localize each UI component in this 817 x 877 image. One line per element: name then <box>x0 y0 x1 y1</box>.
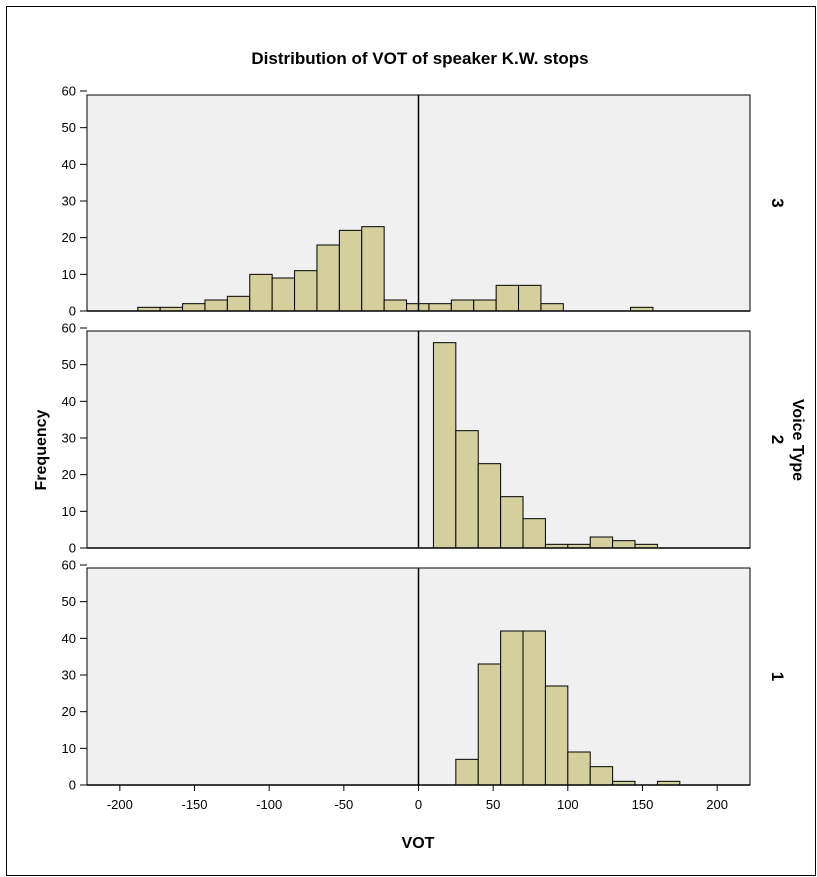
y-axis-title: Frequency <box>33 409 50 490</box>
x-tick-label: -50 <box>334 797 353 812</box>
x-tick-label: 0 <box>415 797 422 812</box>
histogram-bar <box>361 226 385 312</box>
panel-label: 1 <box>768 672 787 681</box>
y-tick-label: 0 <box>69 778 76 793</box>
y-tick-label: 0 <box>69 541 76 556</box>
histogram-bar <box>500 630 524 786</box>
panel-label: 2 <box>768 435 787 444</box>
histogram-bar <box>612 540 636 549</box>
y-tick-label: 30 <box>62 194 76 209</box>
histogram-bar <box>522 518 546 549</box>
y-tick-label: 10 <box>62 267 76 282</box>
panel-axis-title: Voice Type <box>789 399 806 481</box>
y-tick-label: 50 <box>62 357 76 372</box>
histogram-bar <box>477 463 502 549</box>
panel-label: 3 <box>768 198 787 207</box>
y-tick-label: 60 <box>62 558 76 573</box>
y-tick-label: 60 <box>62 84 76 99</box>
y-tick-label: 40 <box>62 631 76 646</box>
histogram-bar <box>450 299 475 312</box>
y-tick-label: 50 <box>62 594 76 609</box>
x-tick-label: -150 <box>181 797 207 812</box>
histogram-bar <box>432 342 457 549</box>
histogram-bar <box>455 430 479 549</box>
x-tick-label: 100 <box>557 797 579 812</box>
x-tick-label: 50 <box>486 797 500 812</box>
histogram-bar <box>428 303 452 312</box>
histogram-bar <box>338 229 363 312</box>
histogram-bar <box>316 244 340 312</box>
histogram-bar <box>589 766 614 786</box>
y-tick-label: 10 <box>62 741 76 756</box>
y-tick-label: 40 <box>62 157 76 172</box>
x-axis-title: VOT <box>402 835 435 852</box>
histogram-bar <box>500 496 524 549</box>
histogram-bar <box>204 299 228 312</box>
histogram-bar <box>495 284 520 312</box>
histogram-bar <box>271 277 296 312</box>
y-tick-label: 20 <box>62 704 76 719</box>
chart-title: Distribution of VOT of speaker K.W. stop… <box>251 49 588 68</box>
y-tick-label: 30 <box>62 668 76 683</box>
y-tick-label: 0 <box>69 304 76 319</box>
y-tick-label: 30 <box>62 431 76 446</box>
x-tick-label: 150 <box>632 797 654 812</box>
histogram-bar <box>383 299 408 312</box>
histogram-bar <box>455 758 479 786</box>
histogram-bar <box>544 685 569 786</box>
y-tick-label: 40 <box>62 394 76 409</box>
histogram-bar <box>567 751 591 786</box>
histogram-bar <box>182 303 206 312</box>
histogram-bar <box>477 663 502 786</box>
x-tick-label: -100 <box>256 797 282 812</box>
y-tick-label: 20 <box>62 467 76 482</box>
histogram-bar <box>294 270 318 312</box>
y-tick-label: 50 <box>62 120 76 135</box>
histogram-bar <box>473 299 497 312</box>
histogram-bar <box>522 630 546 786</box>
y-tick-label: 20 <box>62 230 76 245</box>
histogram-bar <box>249 273 273 312</box>
histogram-bar <box>518 284 542 312</box>
x-tick-label: 200 <box>706 797 728 812</box>
histogram-bar <box>540 303 564 312</box>
y-tick-label: 10 <box>62 504 76 519</box>
histogram-bar <box>226 295 251 312</box>
y-tick-label: 60 <box>62 321 76 336</box>
x-tick-label: -200 <box>107 797 133 812</box>
histogram-bar <box>589 536 614 549</box>
